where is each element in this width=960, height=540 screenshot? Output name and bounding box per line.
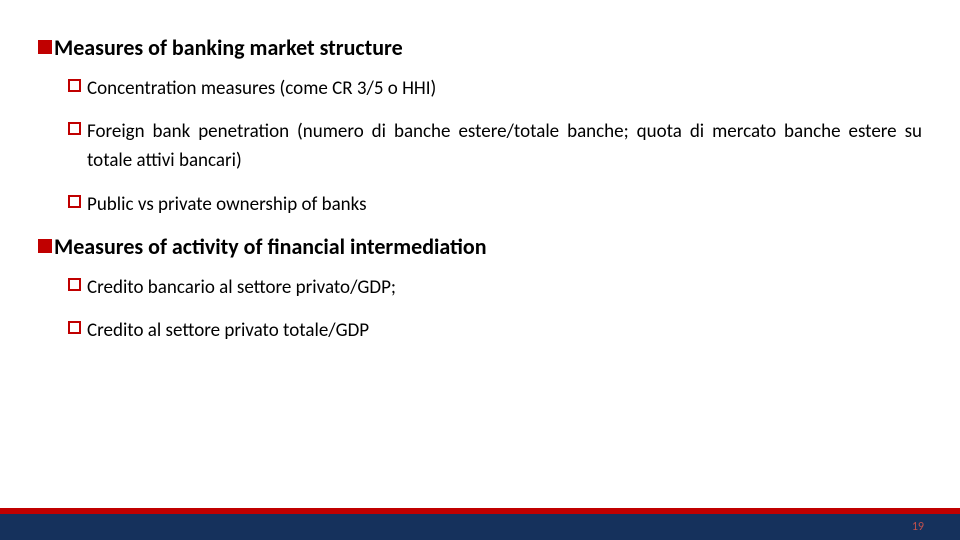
subitem-1-1: Foreign bank penetration (numero di banc… — [68, 117, 922, 176]
square-bullet-icon — [38, 239, 52, 253]
slide-footer: 19 — [0, 508, 960, 540]
checkbox-bullet-icon — [68, 278, 81, 291]
subitem-1-1-text: Foreign bank penetration (numero di banc… — [87, 117, 922, 176]
subitem-1-2-text: Public vs private ownership of banks — [87, 190, 367, 219]
heading-2: Measures of activity of financial interm… — [38, 233, 922, 261]
subitem-1-2: Public vs private ownership of banks — [68, 190, 922, 219]
heading-1: Measures of banking market structure — [38, 34, 922, 62]
subitem-1-0: Concentration measures (come CR 3/5 o HH… — [68, 74, 922, 103]
checkbox-bullet-icon — [68, 321, 81, 334]
subitem-2-0-text: Credito bancario al settore privato/GDP; — [87, 273, 396, 302]
slide: Measures of banking market structure Con… — [0, 0, 960, 540]
subitem-1-0-text: Concentration measures (come CR 3/5 o HH… — [87, 74, 436, 103]
subitem-2-0: Credito bancario al settore privato/GDP; — [68, 273, 922, 302]
subitem-2-1: Credito al settore privato totale/GDP — [68, 316, 922, 345]
footer-navy-bar: 19 — [0, 514, 960, 540]
subitem-2-1-text: Credito al settore privato totale/GDP — [87, 316, 369, 345]
heading-2-text: Measures of activity of financial interm… — [54, 233, 487, 261]
slide-content: Measures of banking market structure Con… — [38, 30, 922, 360]
checkbox-bullet-icon — [68, 122, 81, 135]
page-number: 19 — [912, 520, 924, 534]
square-bullet-icon — [38, 40, 52, 54]
checkbox-bullet-icon — [68, 79, 81, 92]
heading-1-text: Measures of banking market structure — [54, 34, 403, 62]
checkbox-bullet-icon — [68, 195, 81, 208]
